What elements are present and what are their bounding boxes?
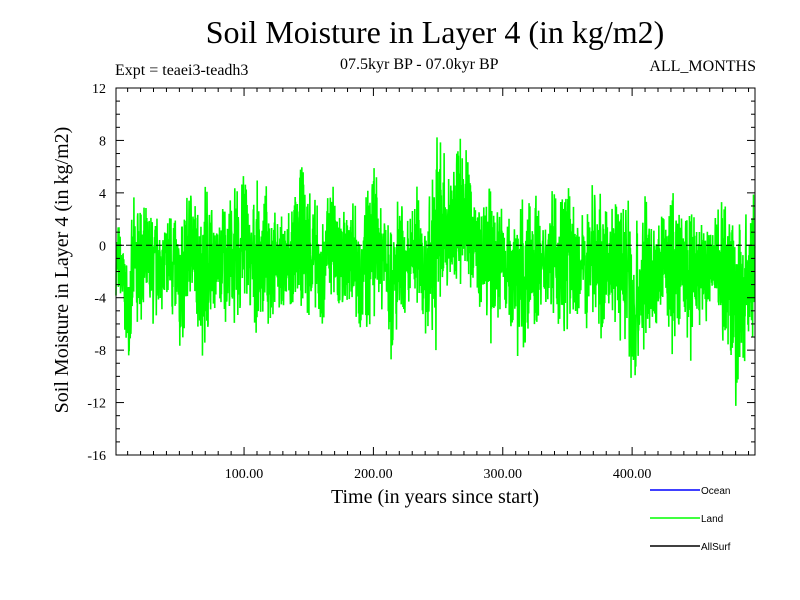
months-label: ALL_MONTHS — [649, 58, 756, 75]
y-axis-label: Soil Moisture in Layer 4 (in kg/m2) — [51, 127, 73, 414]
x-tick-label: 200.00 — [354, 467, 393, 482]
series-line-land — [115, 137, 756, 406]
y-tick-label: -8 — [94, 344, 106, 359]
y-tick-label: 0 — [99, 239, 106, 254]
x-tick-label: 400.00 — [613, 467, 652, 482]
y-tick-label: 12 — [92, 82, 106, 97]
y-tick-label: 8 — [99, 134, 106, 149]
period-label: 07.5kyr BP - 07.0kyr BP — [340, 56, 499, 73]
x-tick-label: 100.00 — [225, 467, 264, 482]
y-tick-label: -4 — [94, 292, 106, 307]
chart-title: Soil Moisture in Layer 4 (in kg/m2) — [205, 14, 665, 50]
y-tick-label: -16 — [87, 449, 106, 464]
legend-label-land: Land — [701, 514, 723, 525]
x-axis-label: Time (in years since start) — [331, 486, 539, 508]
y-tick-label: 4 — [99, 187, 106, 202]
legend-label-allsurf: AllSurf — [701, 542, 731, 553]
experiment-label: Expt = teaei3-teadh3 — [115, 62, 249, 79]
y-tick-label: -12 — [87, 397, 106, 412]
x-tick-label: 300.00 — [484, 467, 523, 482]
legend-label-ocean: Ocean — [701, 486, 730, 497]
